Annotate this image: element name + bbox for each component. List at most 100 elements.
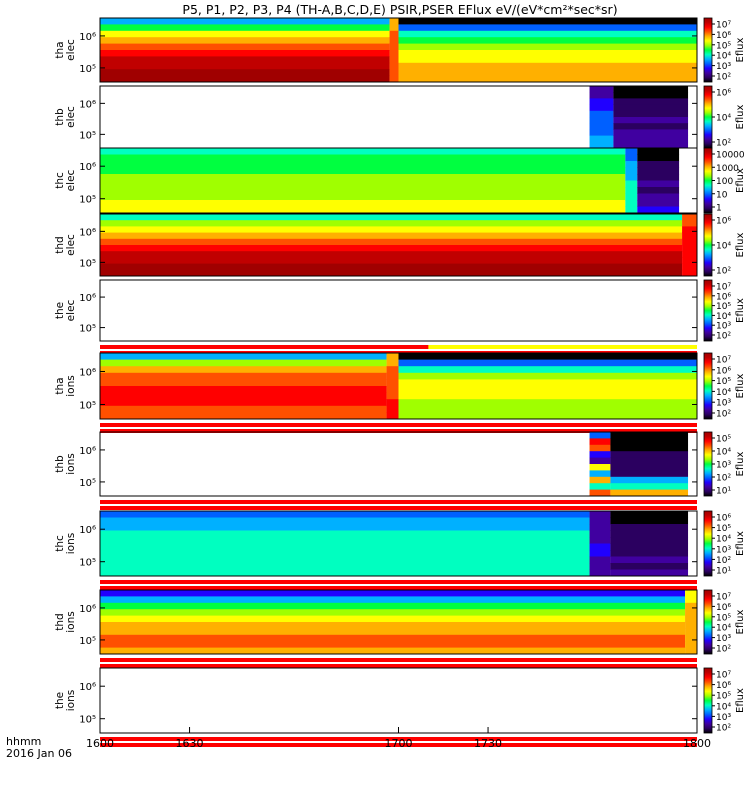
y-tick-label: 10⁵ bbox=[79, 64, 96, 75]
colorbar-tick-label: 10³ bbox=[716, 713, 731, 723]
y-axis-label: elec bbox=[65, 106, 77, 128]
spectrogram-cell bbox=[589, 470, 611, 478]
panel-frame bbox=[99, 279, 698, 342]
spectrogram-cell bbox=[610, 432, 689, 439]
colorbar-tick-label: 10⁴ bbox=[716, 242, 731, 252]
colorbar-tick-label: 10² bbox=[716, 410, 731, 420]
spectrogram-cell bbox=[100, 180, 626, 188]
colorbar-tick-label: 10⁵ bbox=[716, 613, 731, 623]
spectrogram-cell bbox=[610, 524, 689, 531]
colorbar bbox=[703, 431, 713, 497]
colorbar-tick-label: 10⁴ bbox=[716, 448, 731, 458]
spectrogram-cell bbox=[589, 129, 614, 136]
spectrogram-cell bbox=[610, 470, 689, 478]
spectrogram-cell bbox=[100, 161, 626, 168]
spectrogram-cell bbox=[682, 269, 697, 277]
colorbar-label: Eflux bbox=[735, 451, 746, 476]
spectrogram-cell bbox=[637, 167, 680, 175]
spectrogram-cell bbox=[613, 129, 689, 136]
spectrogram-cell bbox=[625, 187, 638, 194]
spectrogram-cell bbox=[682, 245, 697, 252]
y-axis-label: thc bbox=[54, 172, 66, 189]
colorbar-tick-label: 10³ bbox=[716, 461, 731, 471]
panel-frame bbox=[99, 147, 698, 214]
spectrogram-cell bbox=[100, 634, 686, 642]
spectrogram-cell bbox=[398, 372, 697, 380]
colorbar-tick-label: 10² bbox=[716, 139, 731, 149]
y-axis-label: the bbox=[54, 302, 66, 319]
quality-flag-bar bbox=[100, 500, 697, 504]
spectrogram-cell bbox=[389, 18, 399, 25]
y-tick-label: 10⁶ bbox=[79, 525, 96, 536]
y-axis-label: ions bbox=[65, 375, 77, 396]
spectrogram-cell bbox=[637, 187, 680, 194]
colorbar-label: Eflux bbox=[735, 104, 746, 129]
spectrogram-cell bbox=[398, 50, 697, 57]
spectrogram-cell bbox=[100, 193, 626, 201]
y-axis-label: the bbox=[54, 692, 66, 709]
spectrogram-cell bbox=[386, 412, 399, 420]
panel-frame bbox=[99, 667, 698, 734]
spectrogram-cell bbox=[100, 214, 683, 221]
colorbar-tick-label: 10² bbox=[716, 556, 731, 566]
spectrogram-cell bbox=[386, 399, 399, 407]
x-tick-label: 1630 bbox=[176, 737, 204, 750]
spectrogram-cell bbox=[100, 148, 626, 155]
spectrogram-cell bbox=[386, 379, 399, 387]
quality-flag-segment bbox=[428, 580, 697, 584]
spectrogram-cell bbox=[637, 154, 680, 162]
spectrogram-cell bbox=[610, 563, 689, 570]
spectrogram-cell bbox=[589, 438, 611, 446]
quality-flag-bar bbox=[100, 423, 697, 427]
spectrogram-cell bbox=[613, 110, 689, 118]
y-tick-label: 10⁶ bbox=[79, 446, 96, 457]
colorbar-tick-label: 10⁴ bbox=[716, 388, 731, 398]
y-tick-label: 10⁵ bbox=[79, 195, 96, 206]
spectrogram-cell bbox=[685, 647, 697, 655]
spectrogram-cell bbox=[100, 167, 626, 175]
spectrogram-cell bbox=[610, 476, 689, 484]
spectrogram-cell bbox=[398, 43, 697, 51]
colorbar-tick-label: 10² bbox=[716, 73, 731, 83]
spectrogram-cell bbox=[398, 412, 697, 420]
y-axis-label: ions bbox=[65, 453, 77, 474]
spectrogram-cell bbox=[589, 537, 611, 544]
spectrogram-cell bbox=[100, 647, 686, 655]
spectrogram-cell bbox=[100, 154, 626, 162]
spectrogram-cell bbox=[100, 379, 387, 387]
spectrogram-cell bbox=[613, 86, 689, 93]
spectrogram-cell bbox=[685, 609, 697, 616]
colorbar-tick-label: 10² bbox=[716, 645, 731, 655]
spectrogram-cell bbox=[613, 92, 689, 99]
spectrogram-cell bbox=[589, 123, 614, 130]
quality-flag-bar bbox=[100, 743, 697, 747]
colorbar-tick-label: 10³ bbox=[716, 634, 731, 644]
spectrogram-cell bbox=[100, 30, 390, 38]
colorbar bbox=[703, 213, 713, 277]
quality-flag-segment bbox=[428, 345, 697, 349]
spectrogram-cell bbox=[625, 174, 638, 181]
colorbar-tick-label: 10⁴ bbox=[716, 702, 731, 712]
spectrogram-cell bbox=[610, 464, 689, 471]
spectrogram-cell bbox=[682, 232, 697, 240]
colorbar-tick-label: 10² bbox=[716, 332, 731, 342]
colorbar-tick-label: 10⁵ bbox=[716, 377, 731, 387]
spectrogram-cell bbox=[589, 98, 614, 105]
spectrogram-cell bbox=[100, 56, 390, 64]
spectrogram-cell bbox=[682, 214, 697, 221]
colorbar-tick-label: 10⁶ bbox=[716, 514, 731, 524]
spectrogram-cell bbox=[685, 615, 697, 623]
colorbar-tick-label: 10² bbox=[716, 724, 731, 734]
y-axis-label: thb bbox=[54, 108, 66, 126]
y-tick-label: 10⁵ bbox=[79, 636, 96, 647]
colorbar-tick-label: 10⁵ bbox=[716, 41, 731, 51]
y-axis-label: thb bbox=[54, 455, 66, 473]
spectrogram-cell bbox=[685, 602, 697, 610]
y-tick-label: 10⁶ bbox=[79, 162, 96, 173]
quality-flag-segment bbox=[428, 423, 697, 427]
colorbar-tick-label: 10⁴ bbox=[716, 52, 731, 62]
